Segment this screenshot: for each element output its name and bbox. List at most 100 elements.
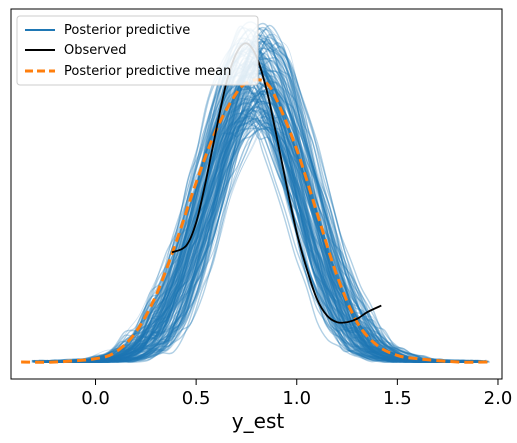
posterior-predictive-curve	[56, 116, 482, 363]
posterior-predictive-curve	[54, 107, 466, 363]
posterior-predictive-curve	[40, 117, 476, 363]
posterior-predictive-curve	[46, 109, 455, 363]
posterior-predictive-curve	[42, 110, 487, 363]
posterior-predictive-curve	[47, 128, 455, 363]
posterior-predictive-curve	[48, 40, 485, 363]
x-tick-label: 0.5	[182, 388, 211, 409]
posterior-predictive-curve	[53, 86, 463, 363]
posterior-predictive-curve	[42, 100, 464, 363]
posterior-predictive-curve	[58, 86, 467, 363]
posterior-predictive-curve	[60, 63, 488, 363]
legend-label-observed: Observed	[64, 43, 127, 58]
posterior-predictive-curve	[45, 40, 483, 363]
posterior-predictive-curve	[57, 97, 462, 363]
posterior-predictive-curve	[55, 82, 458, 363]
observed-line	[171, 42, 382, 324]
posterior-predictive-curve	[51, 69, 481, 363]
posterior-predictive-curve	[33, 92, 472, 363]
posterior-predictive-curve	[32, 127, 470, 363]
posterior-predictive-curve	[44, 112, 464, 363]
posterior-predictive-curve	[45, 81, 472, 363]
legend-box	[16, 15, 259, 86]
posterior-predictive-curve	[43, 90, 464, 363]
posterior-predictive-curve	[39, 85, 476, 363]
x-tick-label: 2.0	[484, 388, 513, 409]
posterior-predictive-curve	[60, 37, 475, 363]
posterior-predictive-curve	[52, 95, 466, 363]
posterior-predictive-curve	[34, 115, 481, 363]
posterior-predictive-curve	[50, 22, 478, 363]
x-axis: 0.0 0.5 1.0 1.5 2.0	[81, 379, 512, 409]
x-axis-label: y_est	[232, 409, 285, 433]
posterior-predictive-curve	[37, 42, 487, 363]
posterior-predictive-curve	[42, 88, 472, 363]
posterior-predictive-curve	[33, 106, 476, 363]
posterior-predictive-curve	[50, 64, 482, 363]
posterior-predictive-curve	[36, 112, 456, 363]
posterior-predictive-curve	[47, 105, 469, 363]
x-tick-label: 1.0	[282, 388, 311, 409]
posterior-predictive-curve	[40, 90, 479, 363]
posterior-predictive-curve	[47, 105, 467, 363]
posterior-predictive-curve	[54, 122, 470, 363]
posterior-predictive-curve	[41, 90, 483, 363]
posterior-predictive-curve	[45, 107, 468, 363]
posterior-predictive-curve	[34, 115, 469, 363]
posterior-predictive-curve	[33, 94, 458, 363]
posterior-predictive-curve	[35, 121, 461, 363]
posterior-predictive-curve	[38, 90, 467, 363]
posterior-predictive-curve	[42, 102, 480, 363]
posterior-predictive-curve	[33, 122, 457, 363]
posterior-predictive-curve	[37, 116, 472, 363]
posterior-predictive-curve	[59, 53, 461, 363]
posterior-predictive-curve	[53, 37, 473, 363]
posterior-predictive-curve	[56, 47, 478, 363]
posterior-predictive-curve	[31, 109, 482, 363]
posterior-predictive-curve	[40, 122, 466, 363]
x-tick-label: 1.5	[383, 388, 412, 409]
x-tick-label: 0.0	[81, 388, 110, 409]
posterior-predictive-curve	[35, 117, 477, 363]
legend: Posterior predictive Observed Posterior …	[16, 15, 259, 86]
posterior-predictive-curve	[46, 48, 479, 363]
posterior-predictive-curve	[60, 40, 468, 363]
posterior-predictive-curve	[58, 100, 476, 363]
posterior-predictive-curve	[53, 91, 485, 363]
posterior-predictive-curve	[52, 116, 457, 363]
posterior-predictive-curve	[43, 126, 479, 363]
posterior-predictive-curve	[45, 80, 467, 363]
posterior-predictive-curve	[34, 109, 474, 363]
posterior-predictive-curve	[47, 85, 462, 363]
posterior-predictive-curve	[32, 93, 472, 363]
posterior-predictive-curve	[57, 38, 461, 363]
posterior-predictive-curve	[56, 47, 470, 363]
plot-frame	[10, 8, 503, 380]
posterior-predictive-curve	[50, 120, 488, 363]
posterior-predictive-curve	[50, 86, 461, 363]
posterior-predictive-curve	[53, 82, 456, 363]
posterior-predictive-curve	[56, 85, 461, 363]
posterior-predictive-curve	[58, 40, 467, 363]
posterior-predictive-curve	[39, 109, 473, 363]
posterior-predictive-curve	[49, 109, 481, 363]
posterior-predictive-curve	[38, 98, 480, 363]
posterior-predictive-curve	[32, 79, 469, 363]
posterior-predictive-curve	[51, 119, 467, 363]
posterior-predictive-curve	[55, 71, 476, 363]
posterior-predictive-curve	[61, 40, 482, 363]
posterior-predictive-curve	[44, 42, 473, 363]
posterior-predictive-curve	[53, 57, 468, 363]
posterior-predictive-curve	[42, 114, 488, 363]
posterior-predictive-curve	[57, 97, 460, 363]
posterior-predictive-curve	[34, 63, 484, 363]
posterior-predictive-curve	[35, 83, 456, 363]
posterior-predictive-curve	[45, 102, 476, 363]
posterior-predictive-curve	[39, 75, 474, 363]
posterior-predictive-curve	[50, 38, 467, 363]
observed-layer	[171, 42, 382, 324]
posterior-predictive-curve	[48, 84, 460, 363]
posterior-predictive-curve	[39, 56, 469, 363]
posterior-predictive-curve	[34, 88, 487, 363]
legend-label-posterior-predictive-mean: Posterior predictive mean	[64, 64, 231, 79]
posterior-predictive-curve	[41, 102, 478, 363]
